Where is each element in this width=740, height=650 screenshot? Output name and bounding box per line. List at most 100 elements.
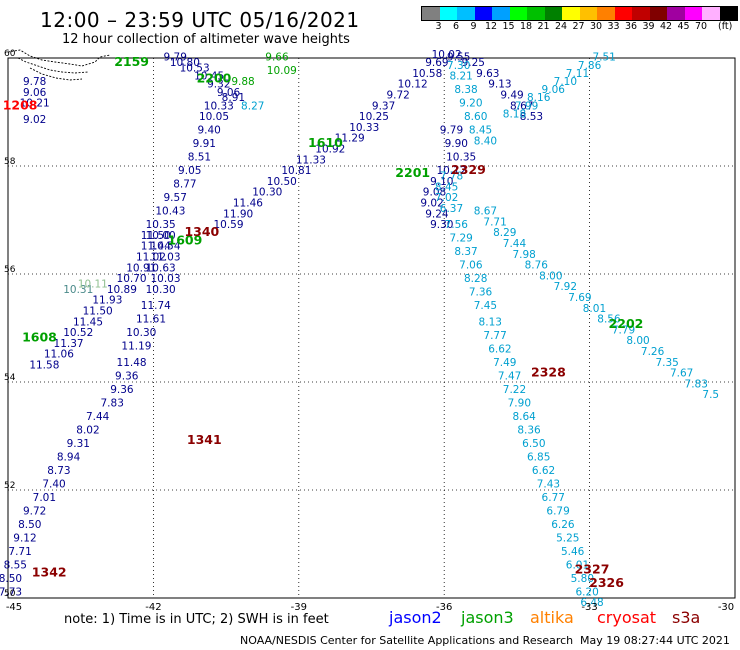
wave-height-reading: 9.30 [430, 219, 453, 231]
wave-height-reading: 10.92 [315, 144, 345, 156]
wave-height-reading: 6.79 [546, 505, 569, 517]
wave-height-reading: 11.06 [44, 349, 74, 361]
legend-swatch [614, 7, 632, 20]
wave-height-reading: 10.02 [432, 49, 462, 61]
wave-height-reading: 9.88 [231, 76, 254, 88]
legend-label: 15 [502, 21, 515, 32]
wave-height-reading: 6.20 [575, 586, 598, 598]
wave-height-reading: 9.72 [386, 90, 409, 102]
wave-height-reading: 6.62 [532, 465, 555, 477]
wave-height-reading: 7.10 [554, 76, 577, 88]
wave-height-reading: 10.12 [398, 79, 428, 91]
wave-height-reading: 8.18 [503, 108, 526, 120]
wave-height-reading: 9.55 [447, 52, 470, 64]
wave-height-reading: 10.50 [267, 176, 297, 188]
page-subtitle: 12 hour collection of altimeter wave hei… [62, 32, 350, 47]
wave-height-reading: 7.29 [449, 233, 472, 245]
wave-height-reading: 8.37 [454, 246, 477, 258]
wave-height-reading: 7.02 [435, 192, 458, 204]
wave-height-reading: 5.46 [561, 546, 585, 558]
wave-height-reading: 10.33 [204, 100, 234, 112]
wave-height-reading: 10.80 [170, 57, 200, 69]
wave-height-reading: 11.19 [121, 341, 151, 353]
wave-height-reading: 7.01 [33, 492, 56, 504]
wave-height-reading: 7.71 [8, 546, 31, 558]
longitude-tick-label: -30 [718, 602, 734, 613]
color-legend-labels: 3 6 9 12 15 18 21 24 27 30 33 36 39 42 45 70 [421, 21, 740, 33]
longitude-tick-label: -36 [436, 602, 452, 613]
legend-label: 70 [694, 21, 708, 32]
altimeter-tracks: 9.789.0610.219.029.7910.8010.5310.459.32… [0, 49, 719, 609]
wave-height-reading: 9.69 [425, 57, 448, 69]
legend-label: 9 [470, 21, 477, 32]
wave-height-reading: 6.77 [542, 492, 565, 504]
wave-height-reading: 11.50 [141, 230, 171, 242]
wave-height-reading: 9.06 [217, 87, 241, 99]
wave-height-reading: 8.16 [527, 92, 551, 104]
longitude-tick-label: -45 [6, 602, 22, 613]
wave-height-reading: 9.02 [23, 114, 46, 126]
wave-height-reading: 8.67 [474, 206, 497, 218]
pass-time-stamp: 1340 [184, 224, 219, 239]
wave-height-reading: 7.22 [503, 384, 526, 396]
wave-height-reading: 5.25 [556, 532, 579, 544]
wave-height-reading: 9.10 [430, 176, 453, 188]
wave-height-reading: 9.36 [110, 384, 134, 396]
legend-swatch [684, 7, 702, 20]
wave-height-reading: 8.28 [464, 273, 487, 285]
wave-height-reading: 7.49 [493, 357, 516, 369]
map-border [7, 57, 736, 599]
wave-height-reading: 6.26 [551, 519, 575, 531]
wave-height-reading: 9.49 [500, 90, 523, 102]
wave-height-reading: 9.91 [193, 138, 216, 150]
wave-height-reading: 9.78 [23, 76, 46, 88]
pass-time-stamp: 2328 [531, 365, 566, 380]
pass-time-stamp: 1609 [168, 232, 203, 247]
satellite-jason3-label: jason3 [461, 608, 514, 627]
wave-height-reading: 9.08 [423, 187, 446, 199]
wave-height-reading: 8.53 [520, 111, 543, 123]
wave-height-reading: 8.77 [173, 179, 196, 191]
legend-swatch [702, 7, 720, 20]
wave-height-reading: 9.31 [67, 438, 90, 450]
legend-swatch [492, 7, 510, 20]
wave-height-reading: 11.48 [117, 357, 147, 369]
wave-height-reading: 8.02 [76, 424, 99, 436]
legend-label: 18 [519, 21, 533, 32]
wave-height-reading: 11.61 [136, 314, 166, 326]
wave-height-reading: 7.99 [515, 100, 538, 112]
credit-date: May 19 08:27:44 UTC 2021 [580, 634, 730, 647]
wave-height-reading: 7.40 [42, 478, 65, 490]
wave-height-reading: 11.02 [136, 252, 166, 264]
wave-height-reading: 8.13 [479, 316, 502, 328]
latitude-tick-label: 60 [4, 49, 16, 59]
pass-time-stamp: 2200 [197, 70, 232, 85]
legend-swatch [474, 7, 492, 20]
wave-height-reading: 10.59 [213, 219, 243, 231]
wave-height-reading: 5.80 [571, 573, 594, 585]
greenland-coast-icon [7, 49, 111, 81]
wave-height-reading: 10.30 [252, 187, 282, 199]
pass-time-stamp: 2201 [395, 165, 430, 180]
wave-height-reading: 10.09 [267, 65, 297, 77]
wave-height-reading: 10.89 [107, 284, 137, 296]
wave-height-reading: 9.37 [372, 100, 395, 112]
legend-label: 45 [677, 21, 690, 32]
wave-height-reading: 11.37 [54, 338, 84, 350]
wave-height-reading: 7.11 [566, 68, 589, 80]
wave-height-reading: 7.5 [702, 389, 719, 401]
latitude-tick-label: 50 [4, 589, 16, 599]
satellite-cryosat-label: cryosat [597, 608, 657, 627]
wave-height-reading: 8.51 [188, 152, 211, 164]
legend-swatch [667, 7, 685, 20]
wave-height-reading: 10.54 [150, 241, 180, 253]
wave-height-reading: 9.40 [197, 125, 220, 137]
wave-height-reading: 7.36 [469, 287, 493, 299]
latitude-tick-label: 58 [4, 157, 16, 167]
legend-label: 33 [607, 21, 620, 32]
wave-height-reading: 8.00 [539, 270, 562, 282]
wave-height-reading: 7.71 [483, 216, 506, 228]
wave-height-reading: 10.52 [63, 327, 93, 339]
wave-height-reading: 9.32 [207, 79, 230, 91]
